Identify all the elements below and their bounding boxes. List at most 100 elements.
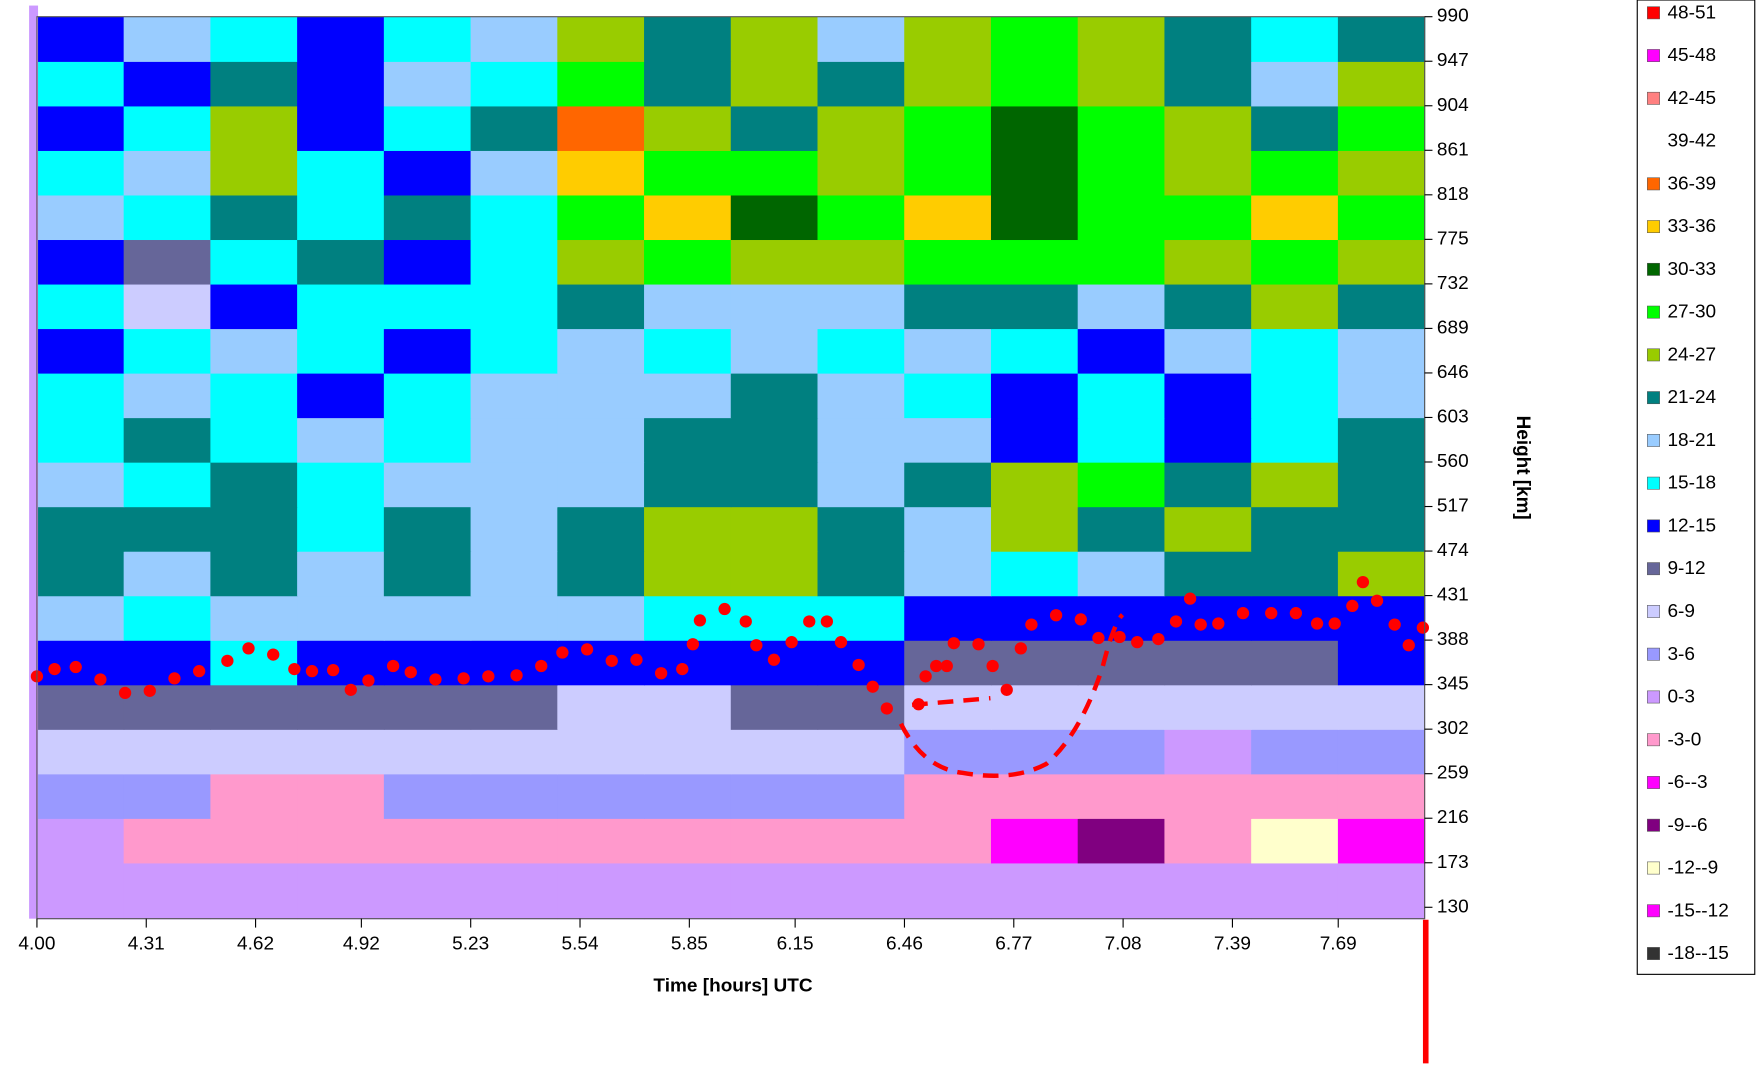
contour-cell bbox=[297, 194, 385, 241]
contour-cell bbox=[1337, 194, 1426, 241]
contour-cell bbox=[730, 684, 819, 730]
contour-cell bbox=[817, 283, 905, 330]
contour-cell bbox=[1164, 684, 1252, 730]
contour-cell bbox=[210, 150, 298, 196]
contour-cell bbox=[210, 372, 298, 419]
legend-label: -9--6 bbox=[1667, 815, 1707, 836]
contour-cell bbox=[470, 551, 558, 597]
contour-cell bbox=[1337, 16, 1426, 62]
contour-cell bbox=[730, 551, 819, 597]
contour-cell bbox=[123, 729, 212, 775]
contour-cell bbox=[383, 461, 472, 508]
contour-cell bbox=[383, 551, 472, 597]
contour-cell bbox=[470, 150, 558, 196]
contour-cell bbox=[817, 551, 905, 597]
contour-cell bbox=[1077, 862, 1166, 920]
height-point bbox=[940, 659, 953, 673]
legend-label: -3-0 bbox=[1667, 729, 1701, 750]
contour-cell bbox=[1164, 194, 1252, 241]
x-tick-label: 6.77 bbox=[995, 933, 1032, 954]
contour-cell bbox=[817, 461, 905, 508]
contour-cell bbox=[123, 506, 212, 552]
contour-cell bbox=[730, 506, 819, 552]
contour-cell bbox=[644, 862, 732, 920]
contour-cell bbox=[123, 16, 212, 62]
contour-cell bbox=[470, 283, 558, 330]
contour-cell bbox=[644, 239, 732, 285]
contour-cell bbox=[904, 551, 992, 597]
height-point bbox=[605, 654, 618, 667]
height-point bbox=[143, 684, 156, 697]
contour-cell bbox=[297, 862, 385, 920]
legend-label: 39-42 bbox=[1667, 131, 1716, 152]
contour-cell bbox=[470, 61, 558, 107]
contour-cell bbox=[36, 862, 125, 920]
contour-cell bbox=[1164, 150, 1252, 196]
height-point bbox=[785, 636, 798, 649]
contour-cell bbox=[730, 283, 819, 330]
height-point bbox=[654, 667, 668, 680]
contour-cell bbox=[210, 862, 298, 920]
contour-cell bbox=[210, 773, 298, 819]
legend-swatch bbox=[1647, 733, 1660, 747]
contour-cell bbox=[557, 506, 645, 552]
contour-cell bbox=[644, 328, 732, 374]
height-point bbox=[1356, 575, 1370, 589]
contour-cell bbox=[1077, 551, 1166, 597]
height-point bbox=[803, 615, 816, 628]
contour-cell bbox=[1077, 684, 1166, 730]
x-tick-label: 7.39 bbox=[1214, 933, 1251, 954]
height-point bbox=[1416, 621, 1430, 634]
contour-cell bbox=[557, 595, 645, 641]
height-point bbox=[1000, 683, 1013, 696]
y-tick-label: 216 bbox=[1437, 807, 1469, 828]
contour-cell bbox=[1251, 506, 1339, 552]
height-point bbox=[362, 674, 375, 687]
contour-cell bbox=[383, 150, 472, 196]
height-point bbox=[1289, 607, 1303, 620]
y-tick-label: 990 bbox=[1437, 6, 1469, 27]
x-tick-label: 7.69 bbox=[1320, 933, 1357, 954]
height-point bbox=[930, 659, 943, 673]
contour-cell bbox=[36, 595, 125, 641]
legend-swatch bbox=[1647, 177, 1660, 191]
contour-cell bbox=[470, 818, 558, 864]
contour-cell bbox=[36, 194, 125, 241]
height-point bbox=[1388, 618, 1401, 631]
height-point bbox=[834, 636, 848, 649]
contour-cell bbox=[1251, 150, 1339, 196]
height-point bbox=[344, 683, 357, 696]
contour-cell bbox=[557, 61, 645, 107]
contour-cell bbox=[36, 61, 125, 107]
contour-cell bbox=[817, 328, 905, 374]
contour-cell bbox=[904, 595, 992, 641]
contour-cell bbox=[383, 684, 472, 730]
contour-cell bbox=[1164, 372, 1252, 419]
x-tick-label: 5.23 bbox=[452, 933, 489, 954]
contour-cell bbox=[644, 16, 732, 62]
height-point bbox=[242, 642, 255, 655]
contour-cell bbox=[123, 283, 212, 330]
contour-cell bbox=[904, 105, 992, 151]
contour-cell bbox=[36, 150, 125, 196]
contour-cell bbox=[557, 105, 645, 151]
legend-swatch bbox=[1647, 220, 1660, 234]
contour-cell bbox=[210, 283, 298, 330]
legend-swatch bbox=[1647, 391, 1660, 405]
legend-label: 21-24 bbox=[1667, 387, 1716, 408]
height-point bbox=[1014, 642, 1027, 655]
y-tick-label: 560 bbox=[1437, 451, 1469, 472]
contour-cell bbox=[1251, 239, 1339, 285]
contour-cell bbox=[297, 239, 385, 285]
contour-cell bbox=[990, 150, 1079, 196]
height-point bbox=[1212, 617, 1225, 630]
contour-cell bbox=[1251, 283, 1339, 330]
legend-swatch bbox=[1647, 818, 1660, 832]
height-point bbox=[919, 670, 932, 683]
legend-swatch bbox=[1647, 861, 1660, 875]
contour-cell bbox=[1164, 773, 1252, 819]
contour-cell bbox=[730, 729, 819, 775]
contour-cell bbox=[1164, 818, 1252, 864]
contour-cell bbox=[383, 729, 472, 775]
